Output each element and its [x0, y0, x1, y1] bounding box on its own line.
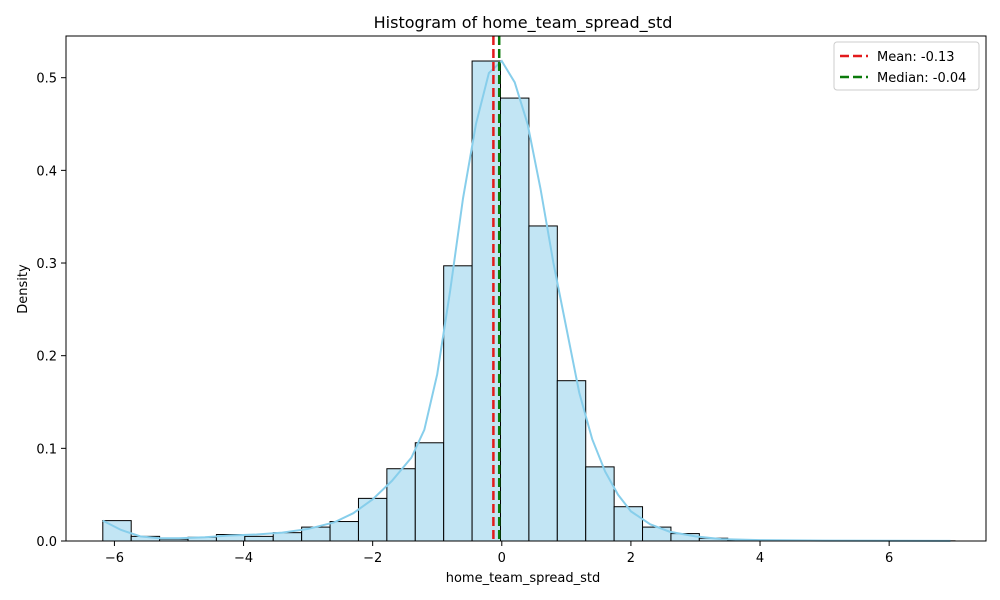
x-tick-label: 2: [627, 551, 635, 566]
y-tick-label: 0.5: [36, 72, 57, 87]
kde-curve: [102, 59, 951, 542]
x-tick-label: −4: [234, 551, 253, 566]
x-axis-label: home_team_spread_std: [446, 571, 601, 586]
y-tick-label: 0.1: [36, 442, 57, 457]
histogram-bar: [642, 526, 672, 542]
y-tick-label: 0.3: [36, 257, 57, 272]
legend-box: [833, 41, 980, 91]
y-axis: 0.0 0.1 0.2 0.3 0.4 0.5: [36, 72, 66, 550]
histogram-bar: [329, 521, 359, 542]
chart-title: Histogram of home_team_spread_std: [374, 13, 673, 33]
legend-label: Mean: -0.13: [877, 50, 955, 65]
legend: Mean: -0.13 Median: -0.04: [833, 41, 980, 91]
histogram-bar: [244, 535, 274, 542]
histogram-bar: [499, 97, 530, 542]
histogram-bar: [386, 468, 416, 542]
histogram-bar: [585, 466, 615, 542]
y-axis-label: Density: [16, 264, 31, 314]
y-tick-label: 0.2: [36, 350, 57, 365]
x-tick-label: 4: [756, 551, 764, 566]
x-tick-label: −6: [105, 551, 124, 566]
plot-area-frame: [65, 35, 987, 542]
x-axis: −6 −4 −2 0 2 4 6: [105, 541, 893, 566]
y-tick-label: 0.0: [36, 535, 57, 550]
kde-group: [102, 59, 951, 542]
histogram-bar: [471, 60, 501, 542]
stat-lines-group: [492, 36, 501, 541]
y-tick-label: 0.4: [36, 164, 57, 179]
histogram-bar: [556, 380, 587, 542]
x-tick-label: 6: [885, 551, 893, 566]
x-tick-label: −2: [363, 551, 382, 566]
histogram-bar: [443, 265, 473, 542]
histogram-bar: [613, 506, 644, 542]
legend-label: Median: -0.04: [877, 71, 966, 86]
x-tick-label: 0: [498, 551, 506, 566]
histogram-bar: [414, 442, 445, 542]
histogram-bar: [357, 497, 388, 542]
histogram-bar: [528, 225, 558, 542]
